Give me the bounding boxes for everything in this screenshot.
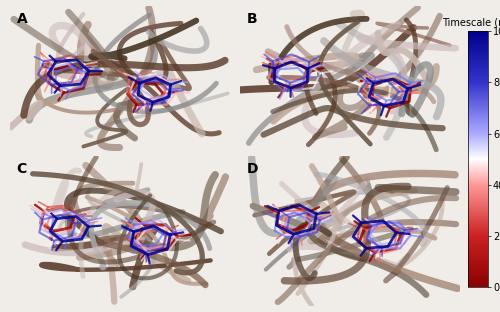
Text: A: A [16, 12, 28, 26]
Title: Timescale (ns): Timescale (ns) [442, 18, 500, 28]
Text: C: C [16, 162, 27, 176]
Text: B: B [246, 12, 257, 26]
Text: D: D [246, 162, 258, 176]
